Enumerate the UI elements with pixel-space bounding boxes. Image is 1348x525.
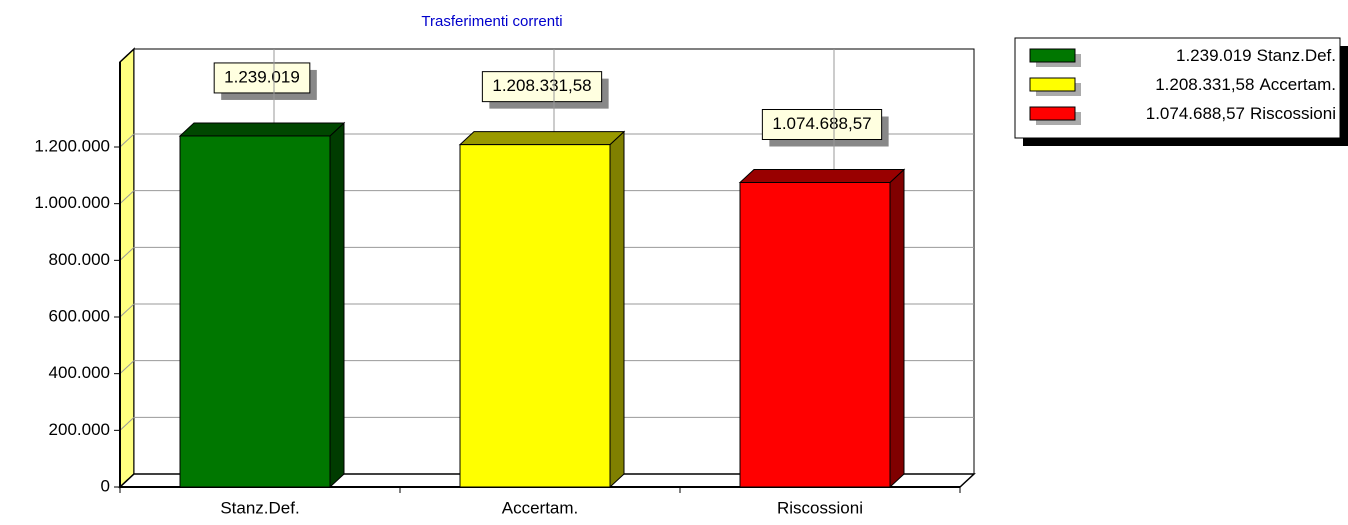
y-tick-label: 0 — [101, 476, 110, 495]
legend-value: 1.208.331,58 — [1155, 75, 1254, 94]
y-tick-label: 600.000 — [49, 306, 110, 325]
data-label: 1.208.331,58 — [492, 76, 591, 95]
bar-side — [889, 168, 905, 489]
y-tick-label: 400.000 — [49, 363, 110, 382]
grid-line — [119, 190, 135, 205]
grid-line — [119, 360, 135, 375]
legend-entry: 1.074.688,57 Riscossioni — [1146, 104, 1336, 123]
legend-entry: 1.239.019 Stanz.Def. — [1176, 46, 1336, 65]
legend-name: Stanz.Def. — [1257, 46, 1336, 65]
y-tick-label: 200.000 — [49, 420, 110, 439]
x-tick-label: Accertam. — [502, 498, 579, 517]
legend-value: 1.074.688,57 — [1146, 104, 1245, 123]
x-tick-label: Stanz.Def. — [220, 498, 299, 517]
y-tick-label: 1.000.000 — [34, 193, 110, 212]
value-label: 1.239.019 — [213, 62, 317, 130]
legend-swatch — [1029, 48, 1076, 63]
value-label: 1.074.688,57 — [761, 109, 889, 177]
legend-entry: 1.208.331,58 Accertam. — [1155, 75, 1336, 94]
label-box — [481, 71, 603, 103]
bar-top — [178, 122, 346, 137]
value-labels: 1.239.019 1.208.331,58 1.074.688,57 — [213, 62, 889, 177]
bar-top — [738, 169, 906, 184]
legend-value: 1.239.019 — [1176, 46, 1252, 65]
bar-side — [329, 121, 345, 489]
grid-line — [119, 246, 135, 261]
data-label: 1.239.019 — [224, 67, 300, 86]
legend-swatch — [1029, 77, 1076, 92]
bar — [179, 135, 331, 488]
data-label: 1.074.688,57 — [772, 114, 871, 133]
grid-line — [119, 416, 135, 431]
label-box — [213, 62, 311, 94]
y-tick-label: 1.200.000 — [34, 136, 110, 155]
legend-swatch — [1029, 106, 1076, 121]
bar — [459, 144, 611, 488]
bar — [739, 182, 891, 488]
grid-line — [119, 303, 135, 318]
y-tick-label: 800.000 — [49, 250, 110, 269]
grid-line — [119, 133, 135, 148]
legend-name: Accertam. — [1259, 75, 1336, 94]
bar-side — [609, 130, 625, 489]
bar-top — [458, 131, 626, 146]
x-tick-label: Riscossioni — [777, 498, 863, 517]
legend-name: Riscossioni — [1250, 104, 1336, 123]
left-wall — [119, 47, 135, 489]
chart-title: Trasferimenti correnti — [421, 13, 562, 30]
label-box — [761, 109, 883, 141]
